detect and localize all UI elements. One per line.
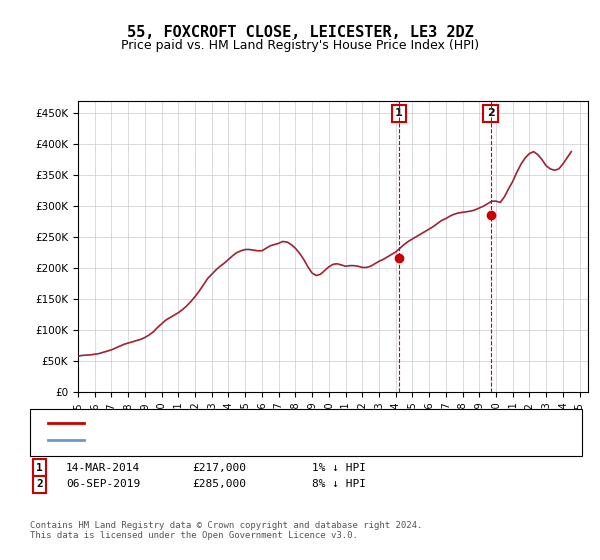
Text: £217,000: £217,000 bbox=[192, 463, 246, 473]
Text: 1% ↓ HPI: 1% ↓ HPI bbox=[312, 463, 366, 473]
Text: 06-SEP-2019: 06-SEP-2019 bbox=[66, 479, 140, 489]
Text: 8% ↓ HPI: 8% ↓ HPI bbox=[312, 479, 366, 489]
Text: Price paid vs. HM Land Registry's House Price Index (HPI): Price paid vs. HM Land Registry's House … bbox=[121, 39, 479, 52]
Text: £285,000: £285,000 bbox=[192, 479, 246, 489]
Text: 14-MAR-2014: 14-MAR-2014 bbox=[66, 463, 140, 473]
Text: 2: 2 bbox=[36, 479, 43, 489]
Text: 2: 2 bbox=[487, 108, 494, 118]
Text: 55, FOXCROFT CLOSE, LEICESTER, LE3 2DZ (detached house): 55, FOXCROFT CLOSE, LEICESTER, LE3 2DZ (… bbox=[90, 418, 461, 428]
Text: Contains HM Land Registry data © Crown copyright and database right 2024.
This d: Contains HM Land Registry data © Crown c… bbox=[30, 521, 422, 540]
Text: 1: 1 bbox=[395, 108, 403, 118]
Text: 1: 1 bbox=[36, 463, 43, 473]
Text: 55, FOXCROFT CLOSE, LEICESTER, LE3 2DZ: 55, FOXCROFT CLOSE, LEICESTER, LE3 2DZ bbox=[127, 25, 473, 40]
Text: HPI: Average price, detached house, Leicester: HPI: Average price, detached house, Leic… bbox=[90, 435, 394, 445]
